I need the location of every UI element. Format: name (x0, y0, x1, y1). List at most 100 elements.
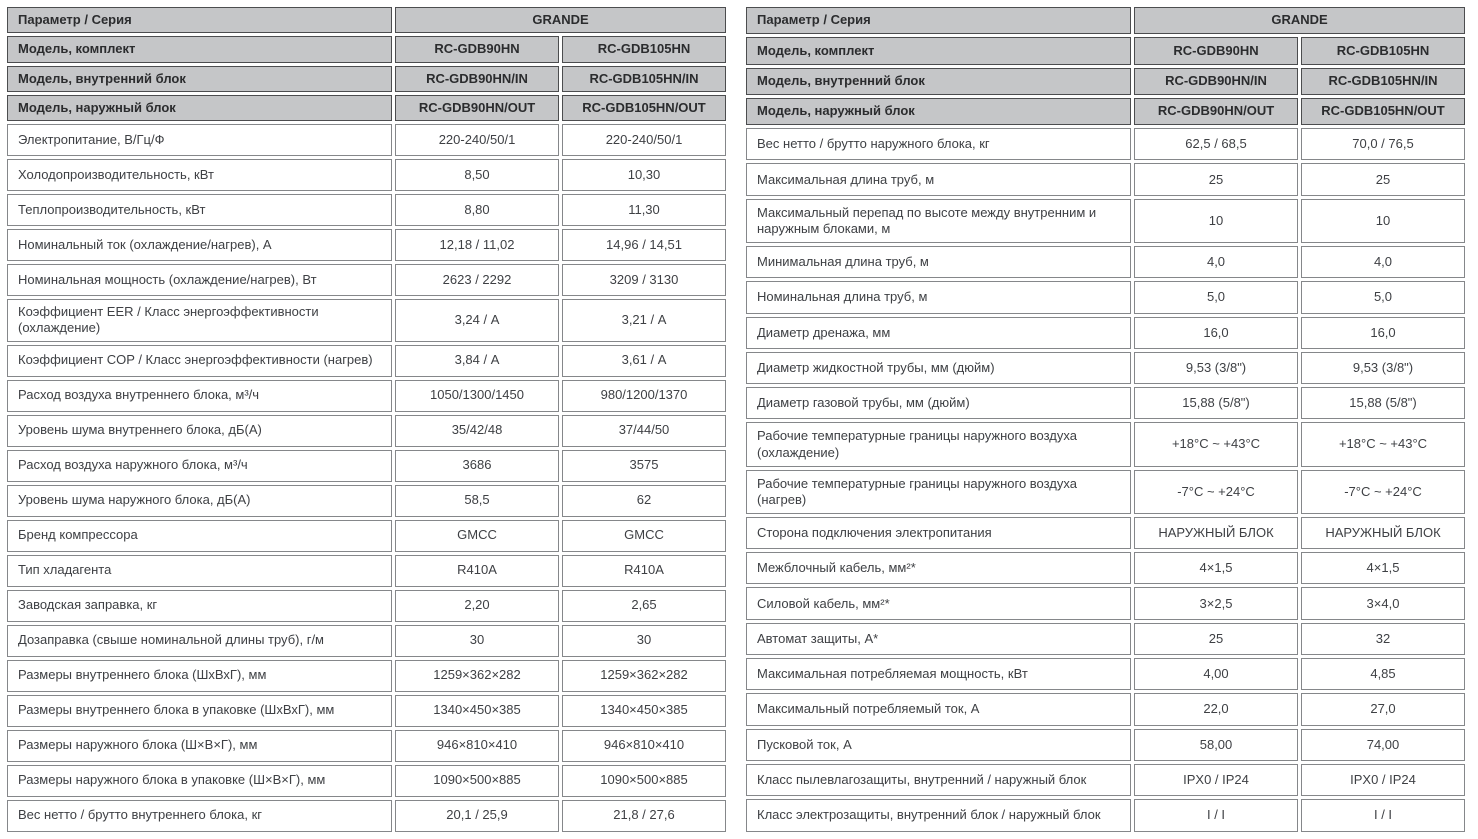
spec-param-label: Минимальная длина труб, м (746, 246, 1132, 279)
spec-row: Класс электрозащиты, внутренний блок / н… (746, 799, 1465, 832)
series-row: Параметр / Серия GRANDE (7, 7, 726, 34)
spec-value-105: 10 (1301, 198, 1465, 244)
series-name-header: GRANDE (1134, 7, 1465, 35)
spec-param-label: Холодопроизводительность, кВт (7, 159, 393, 191)
spec-value-90: 1340×450×385 (395, 694, 559, 727)
spec-param-label: Пусковой ток, А (746, 728, 1132, 761)
table-left-header: Параметр / Серия GRANDE (7, 7, 726, 34)
spec-row: Сторона подключения электропитания НАРУЖ… (746, 516, 1465, 550)
spec-value-105: 70,0 / 76,5 (1301, 128, 1465, 161)
spec-row: Тип хладагента R410A R410A (7, 554, 726, 587)
spec-value-105: 4×1,5 (1301, 552, 1465, 585)
spec-row: Размеры внутреннего блока в упаковке (Шх… (7, 694, 726, 727)
spec-param-label: Максимальный перепад по высоте между вну… (746, 198, 1132, 244)
model-value-90: RC-GDB90HN/OUT (1134, 97, 1298, 126)
spec-value-105: 5,0 (1301, 281, 1465, 314)
spec-value-105: 62 (562, 484, 726, 517)
spec-row: Номинальная длина труб, м 5,0 5,0 (746, 281, 1465, 314)
spec-value-105: 4,0 (1301, 246, 1465, 279)
spec-row: Номинальная мощность (охлаждение/нагрев)… (7, 264, 726, 296)
spec-value-105: 16,0 (1301, 316, 1465, 349)
table-left-model-rows: Модель, комплект RC-GDB90HN RC-GDB105HN … (7, 36, 726, 121)
spec-row: Автомат защиты, А* 25 32 (746, 622, 1465, 656)
spec-value-105: 74,00 (1301, 728, 1465, 761)
model-row-label: Модель, наружный блок (7, 94, 393, 121)
spec-param-label: Межблочный кабель, мм²* (746, 552, 1132, 585)
spec-value-105: R410A (562, 554, 726, 587)
spec-value-90: 1259×362×282 (395, 659, 559, 692)
spec-value-90: НАРУЖНЫЙ БЛОК (1134, 516, 1298, 550)
spec-row: Диаметр жидкостной трубы, мм (дюйм) 9,53… (746, 351, 1465, 385)
spec-value-105: 1340×450×385 (562, 694, 726, 727)
spec-param-label: Автомат защиты, А* (746, 622, 1132, 656)
model-value-90: RC-GDB90HN (1134, 37, 1298, 65)
model-row: Модель, комплект RC-GDB90HN RC-GDB105HN (746, 37, 1465, 65)
spec-param-label: Уровень шума внутреннего блока, дБ(А) (7, 414, 393, 447)
spec-param-label: Размеры наружного блока в упаковке (Ш×В×… (7, 764, 393, 797)
spec-value-105: 2,65 (562, 589, 726, 622)
spec-value-105: 3575 (562, 449, 726, 482)
spec-param-label: Максимальная потребляемая мощность, кВт (746, 658, 1132, 691)
spec-param-label: Коэффициент COP / Класс энергоэффективно… (7, 344, 393, 377)
spec-value-105: IPX0 / IP24 (1301, 763, 1465, 797)
spec-row: Размеры наружного блока (Ш×В×Г), мм 946×… (7, 729, 726, 762)
spec-row: Вес нетто / брутто внутреннего блока, кг… (7, 799, 726, 832)
spec-param-label: Рабочие температурные границы наружного … (746, 422, 1132, 467)
model-row: Модель, наружный блок RC-GDB90HN/OUT RC-… (7, 94, 726, 121)
spec-row: Диаметр дренажа, мм 16,0 16,0 (746, 316, 1465, 349)
spec-value-90: 1090×500×885 (395, 764, 559, 797)
model-value-90: RC-GDB90HN/IN (395, 65, 559, 92)
spec-table-right: Параметр / Серия GRANDE Модель, комплект… (743, 4, 1468, 835)
spec-value-90: 3,84 / А (395, 344, 559, 377)
spec-value-90: 25 (1134, 163, 1298, 196)
series-row: Параметр / Серия GRANDE (746, 7, 1465, 35)
param-series-header: Параметр / Серия (7, 7, 393, 34)
spec-value-90: 5,0 (1134, 281, 1298, 314)
spec-value-105: 1259×362×282 (562, 659, 726, 692)
spec-param-label: Силовой кабель, мм²* (746, 587, 1132, 620)
spec-value-90: 20,1 / 25,9 (395, 799, 559, 832)
spec-value-90: 62,5 / 68,5 (1134, 128, 1298, 161)
model-value-105: RC-GDB105HN/OUT (1301, 97, 1465, 126)
spec-value-90: 15,88 (5/8") (1134, 387, 1298, 420)
spec-value-105: 946×810×410 (562, 729, 726, 762)
table-left-body: Электропитание, В/Гц/Ф 220-240/50/1 220-… (7, 124, 726, 832)
spec-param-label: Класс пылевлагозащиты, внутренний / нару… (746, 763, 1132, 797)
spec-value-90: 35/42/48 (395, 414, 559, 447)
spec-param-label: Класс электрозащиты, внутренний блок / н… (746, 799, 1132, 832)
spec-value-105: 25 (1301, 163, 1465, 196)
series-name-header: GRANDE (395, 7, 726, 34)
param-series-header: Параметр / Серия (746, 7, 1132, 35)
spec-row: Межблочный кабель, мм²* 4×1,5 4×1,5 (746, 552, 1465, 585)
spec-row: Уровень шума внутреннего блока, дБ(А) 35… (7, 414, 726, 447)
spec-param-label: Теплопроизводительность, кВт (7, 194, 393, 226)
spec-value-90: 1050/1300/1450 (395, 379, 559, 412)
spec-row: Номинальный ток (охлаждение/нагрев), А 1… (7, 229, 726, 261)
model-value-90: RC-GDB90HN/IN (1134, 67, 1298, 95)
spec-row: Коэффициент EER / Класс энергоэффективно… (7, 299, 726, 342)
spec-value-105: +18°C ~ +43°C (1301, 422, 1465, 467)
model-row: Модель, внутренний блок RC-GDB90HN/IN RC… (7, 65, 726, 92)
spec-param-label: Бренд компрессора (7, 519, 393, 552)
spec-row: Теплопроизводительность, кВт 8,80 11,30 (7, 194, 726, 226)
spec-value-90: 30 (395, 624, 559, 657)
spec-param-label: Максимальная длина труб, м (746, 163, 1132, 196)
spec-value-90: -7°C ~ +24°C (1134, 469, 1298, 514)
spec-value-105: -7°C ~ +24°C (1301, 469, 1465, 514)
spec-value-90: GMCC (395, 519, 559, 552)
spec-value-90: 16,0 (1134, 316, 1298, 349)
spec-param-label: Уровень шума наружного блока, дБ(А) (7, 484, 393, 517)
spec-value-90: 22,0 (1134, 693, 1298, 726)
spec-row: Максимальный потребляемый ток, А 22,0 27… (746, 693, 1465, 726)
spec-value-105: 1090×500×885 (562, 764, 726, 797)
model-row-label: Модель, внутренний блок (7, 65, 393, 92)
spec-param-label: Диаметр жидкостной трубы, мм (дюйм) (746, 351, 1132, 385)
spec-value-90: 12,18 / 11,02 (395, 229, 559, 261)
spec-row: Холодопроизводительность, кВт 8,50 10,30 (7, 159, 726, 191)
spec-param-label: Размеры внутреннего блока (ШхВхГ), мм (7, 659, 393, 692)
spec-param-label: Расход воздуха внутреннего блока, м³/ч (7, 379, 393, 412)
spec-param-label: Номинальная длина труб, м (746, 281, 1132, 314)
spec-row: Размеры наружного блока в упаковке (Ш×В×… (7, 764, 726, 797)
spec-param-label: Расход воздуха наружного блока, м³/ч (7, 449, 393, 482)
model-value-105: RC-GDB105HN/IN (1301, 67, 1465, 95)
